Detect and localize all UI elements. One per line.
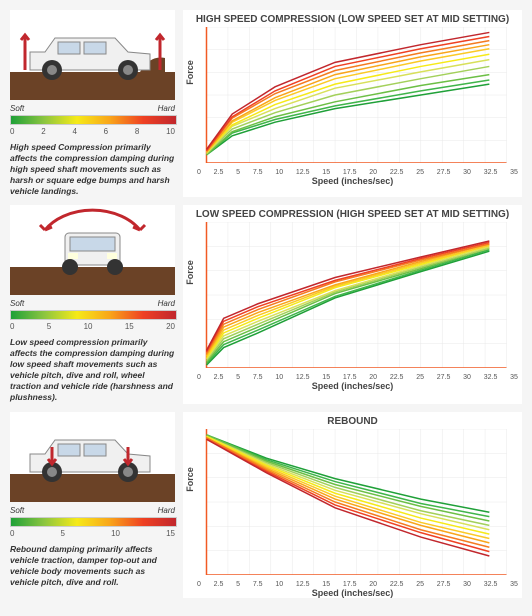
xtick: 22.5: [390, 581, 404, 588]
car-illustration: [10, 10, 175, 100]
grad-tick: 10: [111, 529, 120, 538]
xticks: 0 2.5 5 7.5 10 12.5 15 17.5 20 22.5 25 27.5 30 32.5 35: [183, 374, 522, 381]
xtick: 0: [197, 169, 201, 176]
soft-label: Soft: [10, 299, 24, 308]
grad-tick: 15: [125, 322, 134, 331]
grad-tick: 8: [135, 127, 139, 136]
grad-tick: 2: [41, 127, 45, 136]
xtick: 10: [275, 374, 283, 381]
section-lsc: Soft Hard 0 5 10 15 20 Low speed compression…: [10, 205, 522, 403]
chart-title: HIGH SPEED COMPRESSION (LOW SPEED SET AT…: [183, 10, 522, 25]
xtick: 25: [416, 581, 424, 588]
xtick: 10: [275, 169, 283, 176]
hard-label: Hard: [158, 506, 175, 515]
xtick: 25: [416, 169, 424, 176]
xtick: 12.5: [296, 374, 310, 381]
ylabel: Force: [185, 60, 195, 85]
gradient-scale: [10, 115, 177, 125]
xtick: 7.5: [253, 169, 263, 176]
gradient-scale: [10, 517, 177, 527]
xlabel: Speed (inches/sec): [183, 588, 522, 598]
xtick: 5: [236, 374, 240, 381]
grad-ticks: 0 2 4 6 8 10: [10, 127, 175, 136]
grad-tick: 4: [72, 127, 76, 136]
section-desc: High speed Compression primarily affects…: [10, 142, 175, 197]
xtick: 20: [369, 169, 377, 176]
grad-ticks: 0 5 10 15: [10, 529, 175, 538]
chart-title: REBOUND: [183, 412, 522, 427]
xtick: 2.5: [214, 169, 224, 176]
xtick: 5: [236, 581, 240, 588]
section-desc: Rebound damping primarily affects vehicl…: [10, 544, 175, 588]
xtick: 0: [197, 374, 201, 381]
xticks: 0 2.5 5 7.5 10 12.5 15 17.5 20 22.5 25 27.5 30 32.5 35: [183, 581, 522, 588]
grad-tick: 20: [166, 322, 175, 331]
xtick: 15: [322, 169, 330, 176]
grad-tick: 5: [47, 322, 51, 331]
section-hsc: Soft Hard 0 2 4 6 8 10 High speed Compression…: [10, 10, 522, 197]
xtick: 27.5: [437, 169, 451, 176]
xtick: 15: [322, 374, 330, 381]
xtick: 32.5: [484, 374, 498, 381]
xtick: 7.5: [253, 374, 263, 381]
ylabel: Force: [185, 467, 195, 492]
soft-label: Soft: [10, 506, 24, 515]
grad-ticks: 0 5 10 15 20: [10, 322, 175, 331]
hard-label: Hard: [158, 104, 175, 113]
xlabel: Speed (inches/sec): [183, 176, 522, 186]
car-illustration: [10, 205, 175, 295]
xtick: 30: [463, 374, 471, 381]
xtick: 17.5: [343, 374, 357, 381]
xtick: 35: [510, 169, 518, 176]
section-reb: Soft Hard 0 5 10 15 Rebound damping primari…: [10, 412, 522, 598]
xtick: 7.5: [253, 581, 263, 588]
xtick: 30: [463, 169, 471, 176]
grad-tick: 10: [166, 127, 175, 136]
xtick: 12.5: [296, 169, 310, 176]
xtick: 20: [369, 581, 377, 588]
xtick: 22.5: [390, 374, 404, 381]
grad-tick: 0: [10, 127, 14, 136]
chart-title: LOW SPEED COMPRESSION (HIGH SPEED SET AT…: [183, 205, 522, 220]
car-illustration: [10, 412, 175, 502]
xtick: 20: [369, 374, 377, 381]
xtick: 2.5: [214, 581, 224, 588]
xtick: 25: [416, 374, 424, 381]
ylabel: Force: [185, 260, 195, 285]
xtick: 27.5: [437, 581, 451, 588]
xtick: 17.5: [343, 169, 357, 176]
grad-tick: 6: [104, 127, 108, 136]
xtick: 32.5: [484, 581, 498, 588]
xtick: 5: [236, 169, 240, 176]
xtick: 15: [322, 581, 330, 588]
xtick: 12.5: [296, 581, 310, 588]
xtick: 2.5: [214, 374, 224, 381]
grad-tick: 10: [84, 322, 93, 331]
xtick: 0: [197, 581, 201, 588]
xticks: 0 2.5 5 7.5 10 12.5 15 17.5 20 22.5 25 27.5 30 32.5 35: [183, 169, 522, 176]
xtick: 17.5: [343, 581, 357, 588]
hard-label: Hard: [158, 299, 175, 308]
xtick: 35: [510, 374, 518, 381]
xtick: 27.5: [437, 374, 451, 381]
grad-tick: 0: [10, 322, 14, 331]
grad-tick: 15: [166, 529, 175, 538]
grad-tick: 0: [10, 529, 14, 538]
grad-tick: 5: [61, 529, 65, 538]
xtick: 30: [463, 581, 471, 588]
soft-label: Soft: [10, 104, 24, 113]
section-desc: Low speed compression primarily affects …: [10, 337, 175, 403]
xtick: 10: [275, 581, 283, 588]
xlabel: Speed (inches/sec): [183, 381, 522, 391]
xtick: 22.5: [390, 169, 404, 176]
xtick: 35: [510, 581, 518, 588]
xtick: 32.5: [484, 169, 498, 176]
gradient-scale: [10, 310, 177, 320]
